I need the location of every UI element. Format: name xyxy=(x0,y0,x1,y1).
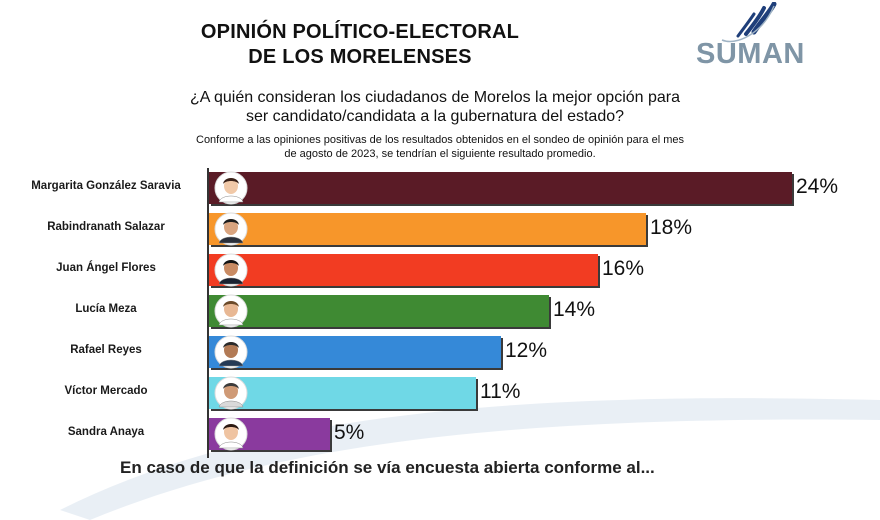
value-label: 14% xyxy=(553,298,596,321)
value-label: 18% xyxy=(650,216,693,239)
chart-row: Margarita González Saravia 24% xyxy=(0,168,880,205)
bar xyxy=(209,254,598,286)
candidate-photo xyxy=(214,417,248,451)
category-label: Víctor Mercado xyxy=(64,385,148,397)
candidate-photo xyxy=(214,294,248,328)
value-label: 5% xyxy=(334,421,365,444)
chart-row: Rafael Reyes 12% xyxy=(0,332,880,369)
category-label: Juan Ángel Flores xyxy=(56,262,156,274)
chart-row: Rabindranath Salazar 18% xyxy=(0,209,880,246)
chart-row: Juan Ángel Flores 16% xyxy=(0,250,880,287)
question-line-1: ¿A quién consideran los ciudadanos de Mo… xyxy=(189,89,681,106)
question-text: ¿A quién consideran los ciudadanos de Mo… xyxy=(140,88,730,126)
page-title: OPINIÓN POLÍTICO-ELECTORAL DE LOS MORELE… xyxy=(150,20,570,70)
bar xyxy=(209,213,646,245)
value-label: 24% xyxy=(796,175,839,198)
logo-text: SUMAN xyxy=(696,38,805,70)
title-line-2: DE LOS MORELENSES xyxy=(248,46,472,68)
bar xyxy=(209,295,549,327)
footer-text: En caso de que la definición se vía encu… xyxy=(120,458,655,477)
candidate-photo xyxy=(214,171,248,205)
value-label: 16% xyxy=(602,257,645,280)
bar xyxy=(209,377,476,409)
note-line-1: Conforme a las opiniones positivas de lo… xyxy=(196,134,684,146)
value-label: 12% xyxy=(505,339,548,362)
suman-logo xyxy=(721,2,777,43)
chart-row: Víctor Mercado 11% xyxy=(0,373,880,410)
category-label: Rabindranath Salazar xyxy=(47,221,165,233)
candidate-photo xyxy=(214,376,248,410)
candidate-photo xyxy=(214,335,248,369)
candidate-photo xyxy=(214,253,248,287)
category-label: Sandra Anaya xyxy=(67,426,145,438)
value-label: 11% xyxy=(480,380,521,403)
note-text: Conforme a las opiniones positivas de lo… xyxy=(150,133,730,161)
bar xyxy=(209,172,792,204)
chart-axis xyxy=(207,168,209,458)
chart-row: Sandra Anaya 5% xyxy=(0,414,880,451)
category-label: Lucía Meza xyxy=(75,303,137,315)
category-label: Margarita González Saravia xyxy=(31,180,181,192)
bar xyxy=(209,336,501,368)
question-line-2: ser candidato/candidata a la gubernatura… xyxy=(245,108,625,125)
category-label: Rafael Reyes xyxy=(70,344,142,356)
chart-row: Lucía Meza 14% xyxy=(0,291,880,328)
candidate-photo xyxy=(214,212,248,246)
bar-chart: Margarita González Saravia 24% Rabindranat… xyxy=(0,168,880,458)
note-line-2: de agosto de 2023, se tendrían el siguie… xyxy=(284,148,596,160)
title-line-1: OPINIÓN POLÍTICO-ELECTORAL xyxy=(200,21,520,43)
